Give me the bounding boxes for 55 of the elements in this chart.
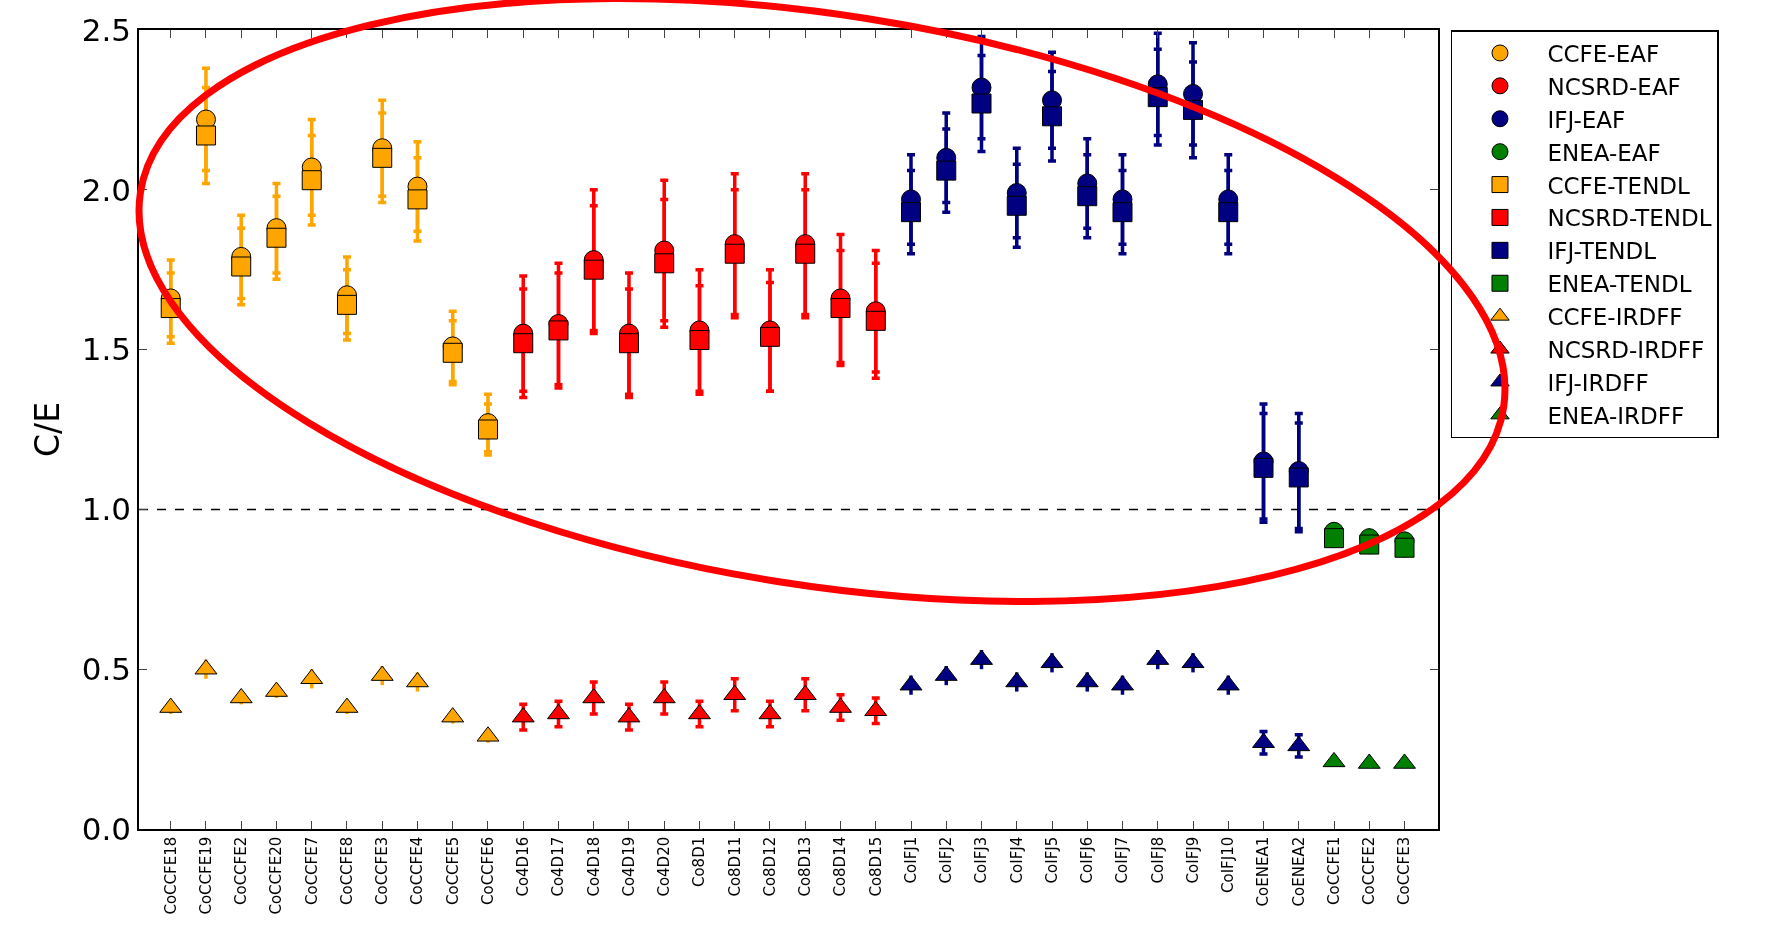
legend-label: CCFE-EAF [1547,40,1660,67]
x-tick-label: CoCCFE19 [196,836,215,915]
x-tick-label: CoCCFE2 [232,836,251,905]
x-tick-label: CoCCFE3 [373,836,392,905]
x-tick-label: Co8D14 [831,836,850,897]
y-tick-label: 2.5 [81,11,132,48]
y-tick-label: 0.5 [81,651,132,688]
y-tick-label: 1.0 [81,491,132,528]
x-tick-label: CoIFJ2 [937,836,956,884]
y-tick-label: 2.0 [81,171,132,208]
x-tick-label: CoCCFE2 [1360,836,1379,905]
x-tick-label: Co8D13 [796,836,815,897]
x-tick-label: CoCCFE7 [302,836,321,905]
legend-label: NCSRD-TENDL [1547,205,1712,232]
x-tick-label: Co4D17 [549,836,568,897]
x-tick-label: CoENEA1 [1254,836,1273,907]
x-tick-label: CoENEA2 [1289,836,1308,907]
legend-label: IFJ-TENDL [1547,238,1657,265]
x-tick-label: Co4D18 [584,836,603,897]
y-tick-label: 0.0 [81,810,132,847]
x-tick-label: CoIFJ10 [1219,836,1238,893]
x-tick-label: CoCCFE5 [443,836,462,905]
legend-label: ENEA-EAF [1547,139,1661,166]
legend-label: IFJ-IRDFF [1547,369,1649,396]
x-tick-label: Co4D20 [655,836,674,897]
legend-label: ENEA-TENDL [1547,271,1692,298]
x-tick-label: CoCCFE6 [478,836,497,905]
x-tick-label: Co8D1 [690,836,709,888]
x-tick-label: CoIFJ9 [1183,836,1202,884]
x-tick-label: CoIFJ6 [1078,836,1097,884]
legend-label: CCFE-TENDL [1547,172,1691,199]
legend-label: IFJ-EAF [1547,106,1626,133]
y-axis-title: C/E [28,401,68,458]
x-tick-label: CoIFJ7 [1113,836,1132,884]
x-tick-label: CoCCFE18 [161,836,180,915]
x-tick-label: CoCCFE4 [408,836,427,905]
x-tick-label: CoIFJ1 [901,836,920,884]
x-tick-label: Co8D15 [866,836,885,897]
x-tick-label: CoIFJ5 [1042,836,1061,884]
x-tick-label: CoCCFE1 [1324,836,1343,905]
x-tick-label: Co4D19 [619,836,638,897]
x-tick-label: CoIFJ8 [1148,836,1167,884]
x-tick-label: Co8D12 [760,836,779,897]
x-tick-label: CoIFJ3 [972,836,991,884]
x-tick-label: Co8D11 [725,836,744,897]
x-tick-label: CoCCFE3 [1395,836,1414,905]
x-tick-label: CoCCFE20 [267,836,286,915]
legend-label: NCSRD-EAF [1547,73,1681,100]
legend-label: CCFE-IRDFF [1547,304,1683,331]
legend-label: NCSRD-IRDFF [1547,337,1705,364]
x-tick-label: Co4D16 [514,836,533,897]
legend-label: ENEA-IRDFF [1547,402,1685,429]
x-tick-label: CoCCFE8 [337,836,356,905]
x-tick-label: CoIFJ4 [1007,836,1026,884]
y-tick-label: 1.5 [81,331,132,368]
